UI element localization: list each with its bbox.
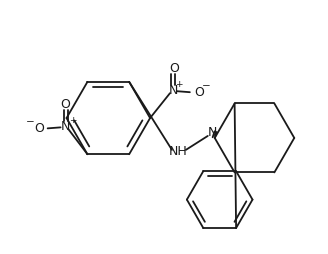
Text: NH: NH xyxy=(169,145,187,158)
Text: N: N xyxy=(208,126,217,139)
Text: −: − xyxy=(201,81,210,91)
Text: +: + xyxy=(69,116,76,125)
Text: O: O xyxy=(194,86,204,99)
Text: O: O xyxy=(34,122,44,135)
Text: N: N xyxy=(61,120,70,133)
Text: O: O xyxy=(61,98,71,111)
Text: +: + xyxy=(175,80,183,89)
Text: −: − xyxy=(26,117,35,128)
Text: N: N xyxy=(168,84,178,97)
Text: O: O xyxy=(169,62,179,75)
